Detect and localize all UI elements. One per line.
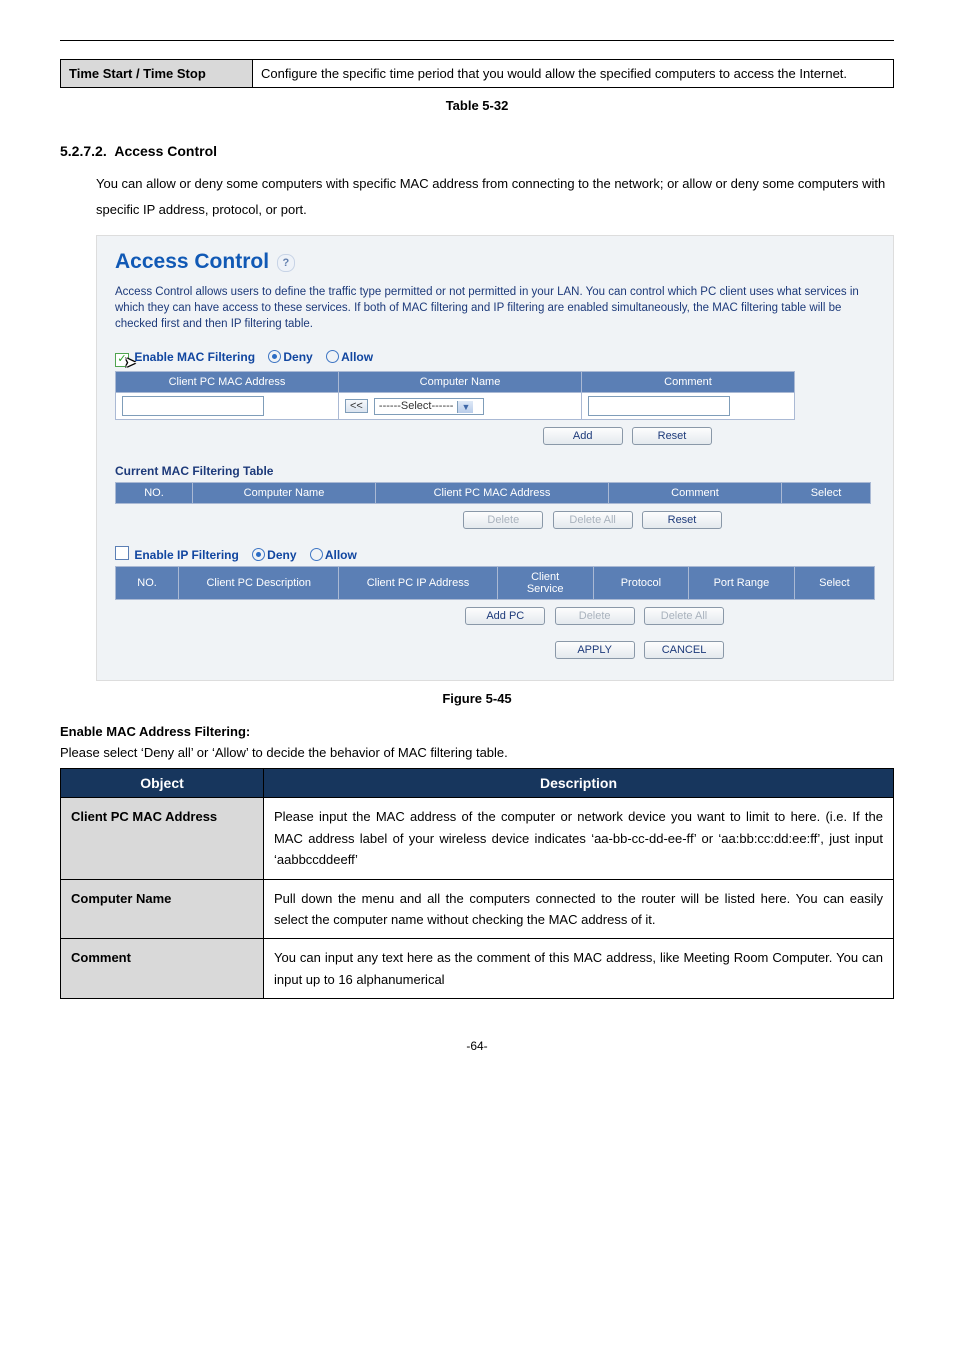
ip-filter-label: Enable IP Filtering (134, 548, 238, 562)
page-number: -64- (60, 1039, 894, 1053)
obj-row1-label: Client PC MAC Address (61, 798, 264, 879)
obj-row3-desc: You can input any text here as the comme… (264, 939, 894, 999)
chevron-down-icon: ▼ (457, 401, 473, 413)
ip-col-desc: Client PC Description (179, 567, 339, 600)
radio-dot-icon (310, 548, 323, 561)
object-description-table: Object Description Client PC MAC Address… (60, 768, 894, 999)
cancel-button[interactable]: CANCEL (644, 641, 724, 659)
mac-allow-radio[interactable]: Allow (326, 350, 373, 364)
ip-filter-table: NO. Client PC Description Client PC IP A… (115, 566, 875, 600)
cursor-icon: ➤ (124, 354, 136, 371)
mac-col-computer-name: Computer Name (339, 372, 582, 393)
mac-deny-radio[interactable]: Deny (268, 350, 312, 364)
obj-row1-desc: Please input the MAC address of the comp… (264, 798, 894, 879)
col-computer-name: Computer Name (193, 483, 376, 504)
mac-filter-toggle-row: ✓ ➤ Enable MAC Filtering Deny Allow (115, 350, 875, 367)
section-number: 5.2.7.2. (60, 143, 107, 159)
ip-filter-checkbox[interactable] (115, 546, 129, 560)
panel-intro-text: Access Control allows users to define th… (115, 284, 875, 332)
mac-entry-table: Client PC MAC Address Computer Name Comm… (115, 371, 795, 420)
col-no: NO. (116, 483, 193, 504)
time-cell-label: Time Start / Time Stop (61, 60, 253, 88)
enable-mac-heading: Enable MAC Address Filtering: (60, 724, 894, 739)
panel-title-text: Access Control (115, 250, 269, 273)
obj-row2-desc: Pull down the menu and all the computers… (264, 879, 894, 939)
ip-col-addr: Client PC IP Address (339, 567, 497, 600)
ip-button-row: Add PC Delete Delete All (115, 604, 727, 628)
mac-delete-row: Delete Delete All Reset (115, 508, 725, 532)
add-pc-button[interactable]: Add PC (465, 607, 545, 625)
add-button[interactable]: Add (543, 427, 623, 445)
ip-deny-radio[interactable]: Deny (252, 548, 296, 562)
section-heading: 5.2.7.2. Access Control (60, 143, 894, 159)
col-mac-address: Client PC MAC Address (376, 483, 609, 504)
reset-button-2[interactable]: Reset (642, 511, 722, 529)
mac-filter-label: Enable MAC Filtering (134, 350, 255, 364)
obj-header-description: Description (264, 769, 894, 798)
delete-all-button[interactable]: Delete All (553, 511, 633, 529)
mac-address-input[interactable] (122, 396, 264, 416)
panel-title: Access Control ? (115, 250, 875, 274)
ip-allow-radio[interactable]: Allow (310, 548, 357, 562)
intro-paragraph: You can allow or deny some computers wit… (96, 171, 894, 223)
current-mac-table-label: Current MAC Filtering Table (115, 464, 875, 478)
ip-col-service: Client Service (497, 567, 593, 600)
table-5-32-caption: Table 5-32 (60, 98, 894, 113)
obj-row2-label: Computer Name (61, 879, 264, 939)
col-comment: Comment (609, 483, 782, 504)
ip-filter-toggle-row: Enable IP Filtering Deny Allow (115, 546, 875, 562)
time-cell-desc: Configure the specific time period that … (253, 60, 894, 88)
obj-header-object: Object (61, 769, 264, 798)
current-mac-table: NO. Computer Name Client PC MAC Address … (115, 482, 871, 504)
computer-name-select-cell: << ------Select------▼ (339, 393, 582, 420)
radio-dot-icon (268, 350, 281, 363)
apply-button[interactable]: APPLY (555, 641, 635, 659)
computer-name-select[interactable]: ------Select------▼ (374, 398, 484, 415)
mac-add-reset-row: Add Reset (115, 424, 715, 448)
apply-cancel-row: APPLY CANCEL (115, 638, 727, 662)
mac-col-comment: Comment (582, 372, 795, 393)
mac-col-address: Client PC MAC Address (116, 372, 339, 393)
mac-address-input-cell (116, 393, 339, 420)
ip-col-no: NO. (116, 567, 179, 600)
top-horizontal-rule (60, 40, 894, 41)
figure-5-45-caption: Figure 5-45 (60, 691, 894, 706)
delete-button[interactable]: Delete (463, 511, 543, 529)
ip-delete-button[interactable]: Delete (555, 607, 635, 625)
mac-comment-input-cell (582, 393, 795, 420)
ip-col-protocol: Protocol (593, 567, 688, 600)
obj-row3-label: Comment (61, 939, 264, 999)
radio-dot-icon (252, 548, 265, 561)
mac-comment-input[interactable] (588, 396, 730, 416)
col-select: Select (782, 483, 871, 504)
access-control-screenshot: Access Control ? Access Control allows u… (96, 235, 894, 681)
help-icon[interactable]: ? (277, 254, 295, 272)
section-title: Access Control (114, 143, 217, 159)
time-start-stop-table: Time Start / Time Stop Configure the spe… (60, 59, 894, 88)
enable-mac-line: Please select ‘Deny all’ or ‘Allow’ to d… (60, 745, 894, 760)
ip-col-select: Select (794, 567, 874, 600)
reset-button[interactable]: Reset (632, 427, 712, 445)
lshift-button[interactable]: << (345, 399, 368, 413)
ip-col-port-range: Port Range (688, 567, 794, 600)
radio-dot-icon (326, 350, 339, 363)
ip-delete-all-button[interactable]: Delete All (644, 607, 724, 625)
